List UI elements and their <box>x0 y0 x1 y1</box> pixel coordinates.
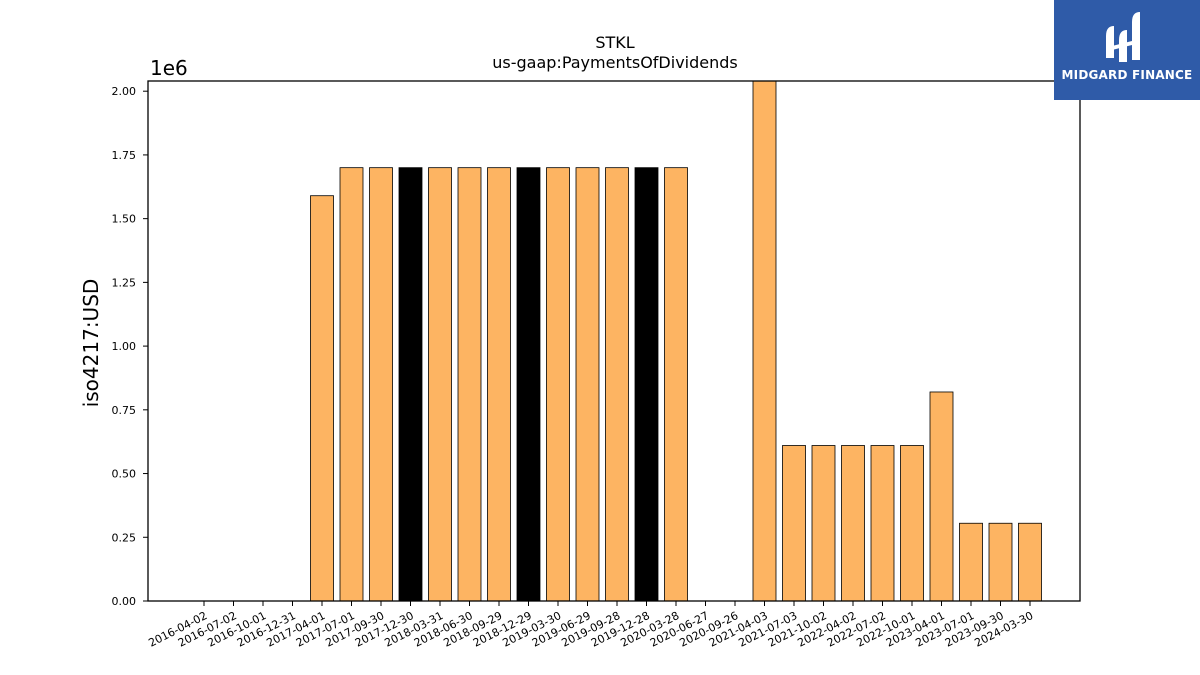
y-axis-offset-label: 1e6 <box>150 56 188 80</box>
y-tick-label: 2.00 <box>112 85 137 98</box>
bar-2018-09-29 <box>487 167 511 602</box>
chart-title: STKL <box>595 33 634 52</box>
y-tick-label: 0.25 <box>112 531 137 544</box>
y-tick-label: 0.75 <box>112 404 137 417</box>
bar-2019-06-29 <box>575 167 600 602</box>
bar-2018-03-31 <box>428 167 452 602</box>
bar-2022-04-02 <box>841 445 865 602</box>
bar-2024-03-30 <box>1018 522 1042 602</box>
bar-2017-04-01 <box>310 195 334 602</box>
y-tick-label: 1.25 <box>112 276 137 289</box>
bar-2018-12-29 <box>516 167 541 602</box>
bar-2023-07-01 <box>959 522 983 602</box>
y-tick-label: 1.50 <box>112 213 137 226</box>
bar-2021-04-03 <box>752 80 777 602</box>
logo-mark-icon <box>1106 12 1140 62</box>
y-tick-label: 0.50 <box>112 468 137 481</box>
bar-2019-09-28 <box>605 167 629 602</box>
bar-2019-03-30 <box>546 167 570 602</box>
y-axis-label: iso4217:USD <box>79 279 103 408</box>
y-tick-label: 1.75 <box>112 149 137 162</box>
bar-2018-06-30 <box>457 167 482 602</box>
bar-2022-10-01 <box>900 445 924 602</box>
logo-text: MIDGARD FINANCE <box>1061 68 1193 82</box>
bar-2023-09-30 <box>988 522 1013 602</box>
y-tick-label: 1.00 <box>112 340 137 353</box>
bar-2023-04-01 <box>929 391 954 602</box>
company-logo: MIDGARD FINANCE <box>1054 0 1200 100</box>
bar-2021-10-02 <box>811 445 836 602</box>
bar-2020-03-28 <box>664 167 688 602</box>
bar-2017-09-30 <box>369 167 393 602</box>
bars-group <box>310 80 1042 602</box>
y-axis: 0.00 0.25 0.50 0.75 1.00 1.25 1.50 1.75 2.00 <box>112 85 148 608</box>
plot-frame <box>147 80 1081 602</box>
bar-2021-07-03 <box>782 445 806 602</box>
bar-2017-12-30 <box>398 167 423 602</box>
chart-subtitle: us-gaap:PaymentsOfDividends <box>492 53 737 72</box>
bar-2022-07-02 <box>870 445 895 602</box>
x-axis: 2016-04-022016-07-022016-10-012016-12-31… <box>146 601 1035 650</box>
bar-2019-12-28 <box>634 167 659 602</box>
y-tick-label: 0.00 <box>112 595 137 608</box>
bar-2017-07-01 <box>339 167 364 602</box>
